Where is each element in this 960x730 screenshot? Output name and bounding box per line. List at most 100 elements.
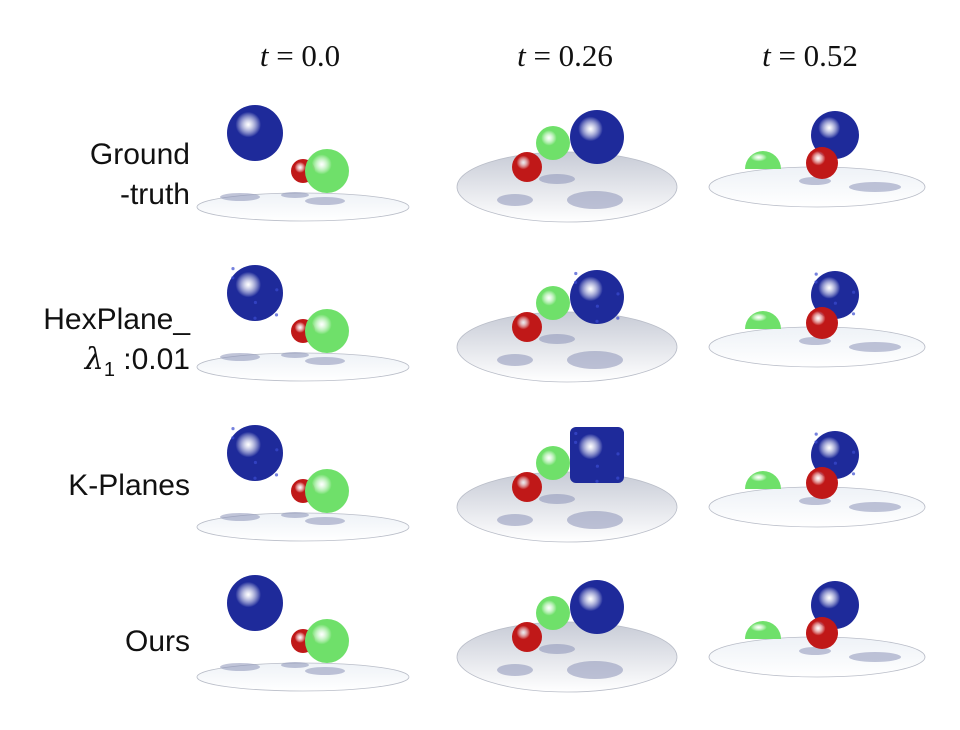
blue-ball xyxy=(811,111,859,159)
green-ball xyxy=(305,469,349,513)
blue-ball xyxy=(570,427,624,483)
column-header-t0: t = 0.0 xyxy=(180,38,420,74)
render-artifact xyxy=(274,473,279,477)
row-label-ground-truth: Ground -truth xyxy=(89,138,190,211)
ball-shadow xyxy=(849,342,901,352)
render-artifact xyxy=(833,461,837,465)
ball-shadow xyxy=(497,664,533,676)
render-hexplane-t052 xyxy=(695,255,940,400)
row-label-k-planes: K-Planes xyxy=(68,469,190,502)
render-artifact xyxy=(231,267,235,271)
ground-plate xyxy=(456,471,678,543)
ball-shadow xyxy=(567,351,623,369)
ball-shadow xyxy=(281,192,309,198)
green-ball xyxy=(305,619,349,663)
time-variable: t xyxy=(259,38,269,73)
ball-shadow xyxy=(497,354,533,366)
render-artifact xyxy=(852,290,856,294)
time-value: = 0.52 xyxy=(770,38,858,73)
render-ground-truth-t026 xyxy=(445,95,690,240)
render-ground-truth-t052 xyxy=(695,95,940,240)
ball-shadow xyxy=(539,494,575,504)
red-ball xyxy=(512,472,542,502)
ball-shadow xyxy=(220,353,260,361)
render-artifact xyxy=(231,436,235,440)
ball-shadow xyxy=(539,334,575,344)
ball-shadow xyxy=(220,663,260,671)
render-artifact xyxy=(833,301,837,305)
render-k-planes-t026 xyxy=(445,415,690,560)
render-artifact xyxy=(253,316,257,320)
ball-shadow xyxy=(539,174,575,184)
column-header-t052: t = 0.52 xyxy=(690,38,930,74)
red-ball xyxy=(512,312,542,342)
column-header-t026: t = 0.26 xyxy=(445,38,685,74)
green-ball xyxy=(536,446,570,480)
ball-shadow xyxy=(567,191,623,209)
render-artifact xyxy=(253,460,257,465)
render-artifact xyxy=(814,432,818,436)
ball-shadow xyxy=(220,193,260,201)
lambda-subscript: 1 xyxy=(103,359,115,381)
red-ball xyxy=(806,307,838,339)
render-artifact xyxy=(851,312,856,316)
ball-shadow xyxy=(849,652,901,662)
ball-shadow xyxy=(799,647,831,655)
green-ball xyxy=(536,286,570,320)
row-label-hexplane: HexPlane_ λ1 :0.01 xyxy=(43,303,190,381)
blue-ball xyxy=(811,581,859,629)
render-ours-t0 xyxy=(185,565,430,710)
green-ball xyxy=(536,126,570,160)
render-artifact xyxy=(852,450,856,454)
blue-ball xyxy=(227,425,283,481)
render-artifact xyxy=(253,476,257,480)
render-k-planes-t0 xyxy=(185,415,430,560)
ball-shadow xyxy=(849,502,901,512)
ground-plate xyxy=(456,621,678,693)
lambda-symbol: λ xyxy=(84,342,104,377)
ball-shadow xyxy=(799,497,831,505)
ball-shadow xyxy=(220,513,260,521)
ball-shadow xyxy=(305,667,345,675)
blue-ball xyxy=(811,271,859,319)
ball-shadow xyxy=(799,177,831,185)
render-artifact xyxy=(574,271,578,276)
ball-shadow xyxy=(281,352,309,358)
red-ball xyxy=(512,152,542,182)
ball-shadow xyxy=(305,197,345,205)
render-artifact xyxy=(275,448,279,452)
render-artifact xyxy=(814,280,818,284)
red-ball xyxy=(806,467,838,499)
ball-shadow xyxy=(567,511,623,529)
render-artifact xyxy=(231,276,235,280)
ball-shadow xyxy=(281,512,309,518)
red-ball xyxy=(512,622,542,652)
render-ground-truth-t0 xyxy=(185,95,430,240)
green-ball xyxy=(305,149,349,193)
render-hexplane-t026 xyxy=(445,255,690,400)
render-artifact xyxy=(616,476,620,480)
row-label-ours: Ours xyxy=(124,625,190,658)
red-ball xyxy=(806,617,838,649)
render-k-planes-t052 xyxy=(695,415,940,560)
render-artifact xyxy=(595,319,599,323)
ball-shadow xyxy=(281,662,309,668)
render-artifact xyxy=(274,313,279,317)
render-artifact xyxy=(616,452,620,456)
render-artifact xyxy=(275,288,279,292)
ball-shadow xyxy=(799,337,831,345)
render-artifact xyxy=(616,316,620,320)
ball-shadow xyxy=(849,182,901,192)
blue-ball xyxy=(227,575,283,631)
ball-shadow xyxy=(305,517,345,525)
render-artifact xyxy=(253,300,257,305)
render-artifact xyxy=(616,292,620,296)
render-artifact xyxy=(574,440,578,444)
ball-shadow xyxy=(305,357,345,365)
ground-plate xyxy=(456,311,678,383)
render-artifact xyxy=(595,464,599,468)
time-value: = 0.26 xyxy=(525,38,613,73)
render-artifact xyxy=(595,304,599,308)
render-artifact xyxy=(814,440,818,444)
